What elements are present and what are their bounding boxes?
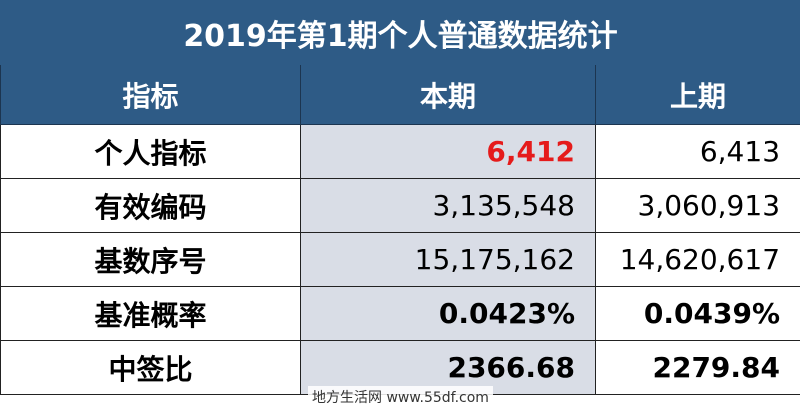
cell: 0.0439% bbox=[594, 286, 800, 341]
column-header: 本期 bbox=[300, 64, 596, 125]
table-title: 2019年第1期个人普通数据统计 bbox=[0, 0, 800, 65]
cell: 6,412 bbox=[300, 124, 596, 179]
title-row: 2019年第1期个人普通数据统计 bbox=[0, 0, 800, 65]
cell: 3,135,548 bbox=[300, 178, 596, 233]
row-label: 基数序号 bbox=[0, 232, 301, 287]
data-row: 有效编码 3,135,548 3,060,913 bbox=[0, 178, 800, 233]
row-label: 个人指标 bbox=[0, 124, 301, 179]
cell: 15,175,162 bbox=[300, 232, 596, 287]
cell: 14,620,617 bbox=[594, 232, 800, 287]
cell: 2279.84 bbox=[594, 340, 800, 395]
row-label: 有效编码 bbox=[0, 178, 301, 233]
stats-table: 2019年第1期个人普通数据统计 指标 本期 上期 个人指标 6,412 6,413 有效编… bbox=[0, 0, 800, 395]
data-row: 个人指标 6,412 6,413 bbox=[0, 124, 800, 179]
row-label: 中签比 bbox=[0, 340, 301, 395]
header-row: 指标 本期 上期 bbox=[0, 64, 800, 125]
cell: 0.0423% bbox=[300, 286, 596, 341]
cell: 3,060,913 bbox=[594, 178, 800, 233]
row-label: 基准概率 bbox=[0, 286, 301, 341]
table-body: 2019年第1期个人普通数据统计 指标 本期 上期 个人指标 6,412 6,413 有效编… bbox=[0, 0, 800, 395]
cell: 6,413 bbox=[594, 124, 800, 179]
data-row: 基准概率 0.0423% 0.0439% bbox=[0, 286, 800, 341]
column-header: 指标 bbox=[0, 64, 301, 125]
watermark: 地方生活网 www.55df.com bbox=[308, 386, 493, 408]
column-header: 上期 bbox=[594, 64, 800, 125]
data-row: 基数序号 15,175,162 14,620,617 bbox=[0, 232, 800, 287]
